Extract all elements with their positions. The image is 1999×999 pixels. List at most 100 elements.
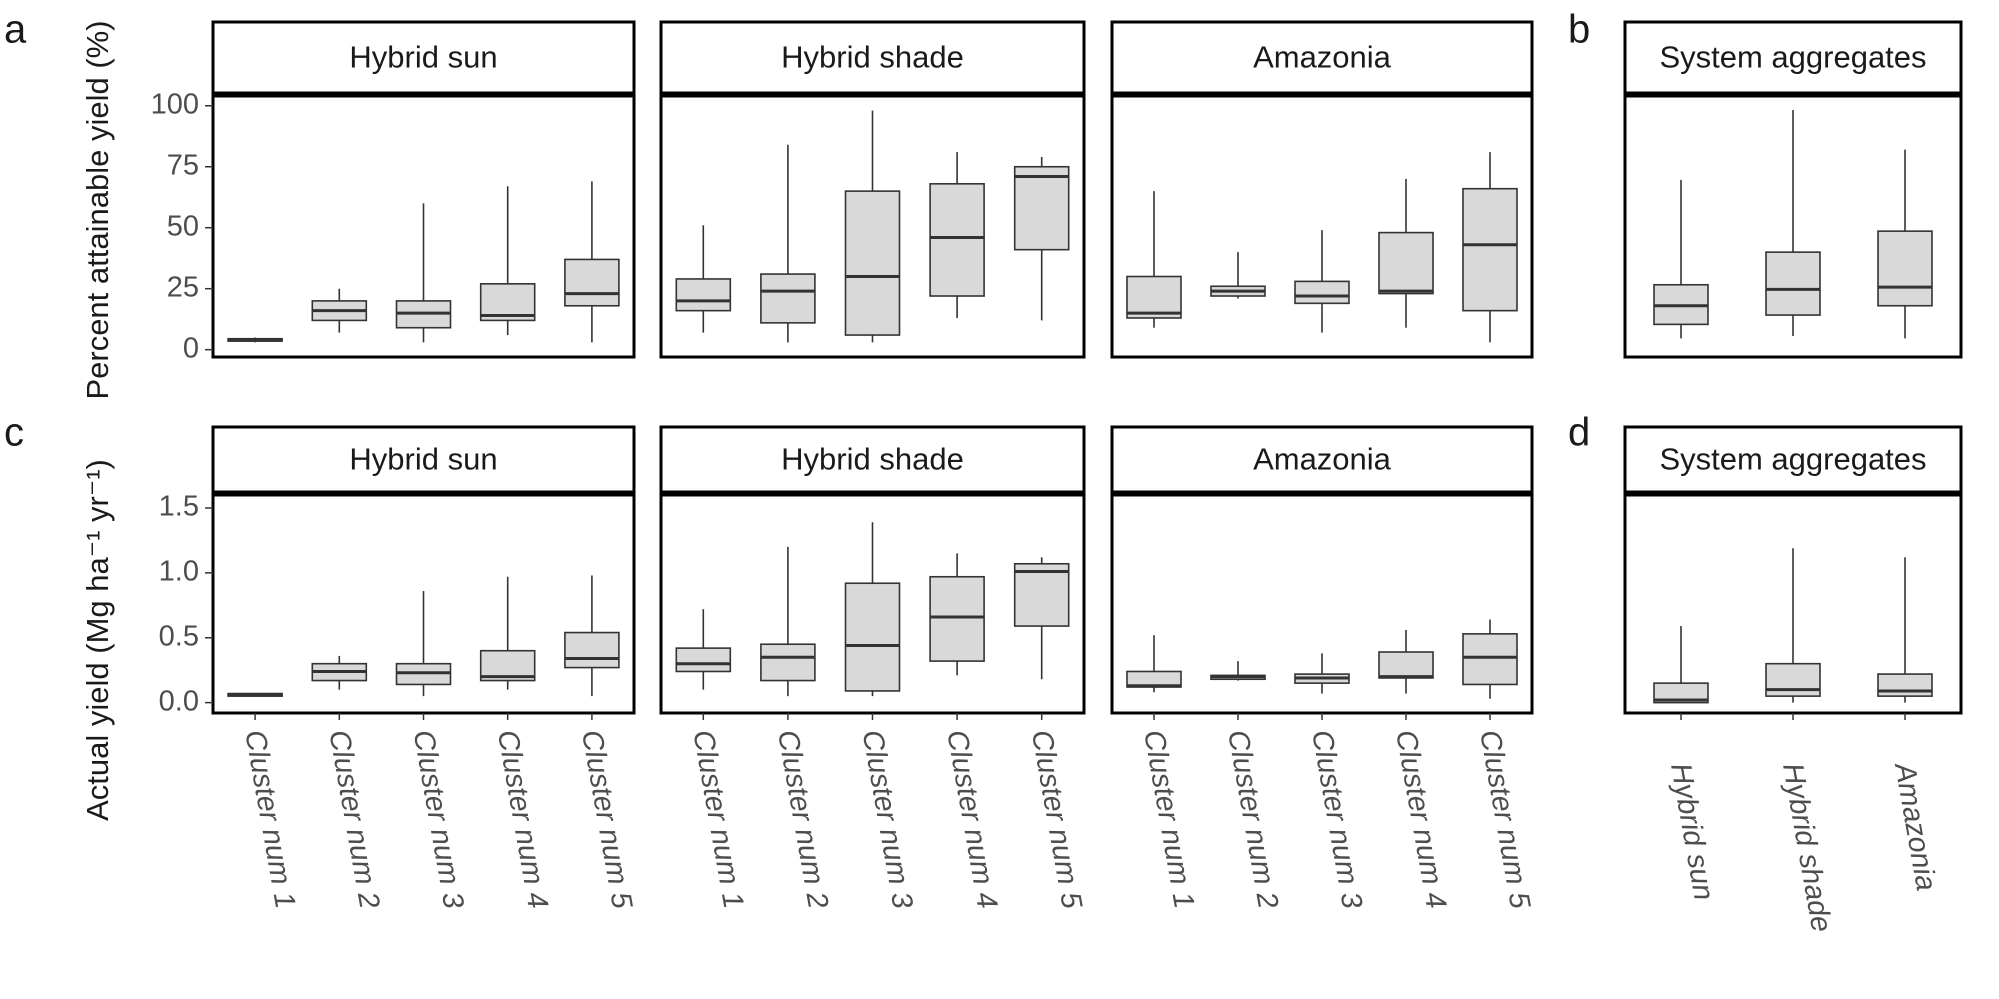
x-tick-label: Cluster num 3 <box>407 728 470 911</box>
box-iqr <box>1013 562 1070 627</box>
box-cluster-num-5 <box>1013 156 1070 321</box>
x-tick-label: Cluster num 1 <box>686 728 749 911</box>
x-tick-label: Cluster num 5 <box>1025 728 1088 912</box>
x-tick-label: Hybrid shade <box>1776 761 1837 935</box>
facet-strip-label: Amazonia <box>1253 442 1392 477</box>
facet-strip <box>659 20 1086 95</box>
box-cluster-num-4 <box>929 553 985 676</box>
x-tick-label: Cluster num 4 <box>1389 728 1452 911</box>
box-hybrid-shade <box>1765 548 1821 703</box>
box-hybrid-sun <box>1653 626 1709 704</box>
box-cluster-num-1 <box>675 225 732 333</box>
box-cluster-num-4 <box>1378 629 1434 694</box>
panel-d: System aggregates Hybrid sun Hybrid shade A… <box>1623 425 1963 935</box>
panel-letter-b: b <box>1568 8 1590 52</box>
facet-strip-label: System aggregates <box>1659 40 1926 75</box>
facet-strip <box>1623 425 1963 494</box>
box-cluster-num-2 <box>1210 252 1266 299</box>
facet-amazonia: Amazonia <box>1110 20 1534 359</box>
facet-system-aggregates: System aggregates Hybrid sun Hybrid shade A… <box>1623 425 1963 935</box>
box-cluster-num-3 <box>1294 230 1350 333</box>
y-tick-label: 0.0 <box>159 685 199 717</box>
box-cluster-num-2 <box>311 288 368 333</box>
chart-panels: Hybrid sun 0 25 50 75 100 Hybrid shade Amazonia… <box>151 20 1963 935</box>
facet-hybrid-shade: Hybrid shade Cluster num 1 Cluster num 2 Cl… <box>659 425 1088 912</box>
y-axis-titles: Percent attainable yield (%) Actual yield… <box>80 20 115 820</box>
box-cluster-num-2 <box>311 655 368 690</box>
box-iqr <box>675 278 732 312</box>
box-cluster-num-2 <box>760 144 816 343</box>
y-tick-label: 1.5 <box>159 491 199 523</box>
box-iqr <box>760 273 816 324</box>
box-cluster-num-1 <box>227 337 283 343</box>
box-cluster-num-5 <box>1462 152 1518 343</box>
box-cluster-num-3 <box>395 591 452 697</box>
x-tick-label: Cluster num 1 <box>1137 728 1200 911</box>
facet-strip <box>211 425 636 494</box>
x-tick-label: Cluster num 2 <box>1221 728 1284 911</box>
box-iqr <box>844 582 901 692</box>
box-iqr <box>1877 230 1933 307</box>
box-iqr <box>1765 662 1821 697</box>
facet-hybrid-sun: Hybrid sun 0 25 50 75 100 <box>151 20 636 364</box>
box-cluster-num-1 <box>1126 191 1182 328</box>
box-iqr <box>844 190 901 336</box>
y-tick-label: 1.0 <box>159 556 199 588</box>
panel-c: Hybrid sun Cluster num 1 Cluster num 2 Clus… <box>159 425 1536 912</box>
box-cluster-num-4 <box>479 576 536 690</box>
y-tick-label: 75 <box>167 149 199 181</box>
x-tick-label: Amazonia <box>1888 759 1942 894</box>
facet-strip <box>1623 20 1963 95</box>
x-tick-label: Cluster num 2 <box>322 728 385 911</box>
facet-strip-label: Hybrid sun <box>349 442 497 477</box>
y-tick-label: 0.5 <box>159 620 199 652</box>
panel-a: Hybrid sun 0 25 50 75 100 Hybrid shade Amazonia <box>151 20 1534 364</box>
facet-system-aggregates: System aggregates <box>1623 20 1963 359</box>
x-tick-label: Cluster num 4 <box>940 728 1003 911</box>
facet-amazonia: Amazonia Cluster num 1 Cluster num 2 Cluste… <box>1110 425 1536 912</box>
box-iqr <box>760 643 816 682</box>
panel-letter-d: d <box>1568 411 1590 455</box>
box-iqr <box>564 258 620 307</box>
x-tick-label: Cluster num 4 <box>491 728 554 911</box>
box-iqr <box>1378 231 1434 295</box>
facet-strip <box>1110 20 1534 95</box>
box-iqr <box>1126 275 1182 319</box>
box-iqr <box>1653 682 1709 704</box>
box-iqr <box>1378 651 1434 679</box>
box-cluster-num-3 <box>844 522 901 697</box>
box-iqr <box>1462 633 1518 686</box>
box-cluster-num-3 <box>395 203 452 343</box>
box-cluster-num-1 <box>227 692 283 697</box>
box-cluster-num-5 <box>564 181 620 343</box>
panel-b: System aggregates <box>1623 20 1963 359</box>
y-axis-title-actual: Actual yield (Mg ha⁻¹ yr⁻¹) <box>80 459 115 821</box>
panel-letter-a: a <box>4 8 27 52</box>
x-tick-label: Cluster num 2 <box>771 728 834 911</box>
y-tick-label: 50 <box>167 210 199 242</box>
facet-strip <box>659 425 1086 494</box>
box-cluster-num-4 <box>929 152 985 318</box>
x-tick-label: Cluster num 5 <box>575 728 638 912</box>
box-cluster-num-5 <box>1013 557 1070 680</box>
facet-strip-label: Amazonia <box>1253 40 1392 75</box>
box-iqr <box>1013 165 1070 251</box>
facet-hybrid-shade: Hybrid shade <box>659 20 1086 359</box>
box-hybrid-shade <box>1765 109 1821 337</box>
panel-letters: a b c d <box>4 8 1590 455</box>
x-tick-label: Cluster num 3 <box>856 728 919 911</box>
facet-strip <box>1110 425 1534 494</box>
facet-hybrid-sun: Hybrid sun Cluster num 1 Cluster num 2 Clus… <box>159 425 638 912</box>
box-amazonia <box>1877 149 1933 339</box>
y-tick-label: 100 <box>151 88 199 120</box>
box-iqr <box>1294 280 1350 305</box>
x-tick-label: Cluster num 5 <box>1473 728 1536 912</box>
facet-strip-label: Hybrid shade <box>781 442 964 477</box>
facet-strip-label: System aggregates <box>1659 442 1926 477</box>
box-cluster-num-5 <box>564 575 620 697</box>
box-iqr <box>929 575 985 662</box>
box-cluster-num-1 <box>1126 635 1182 693</box>
box-iqr <box>675 647 732 673</box>
x-tick-label: Hybrid sun <box>1664 761 1720 903</box>
